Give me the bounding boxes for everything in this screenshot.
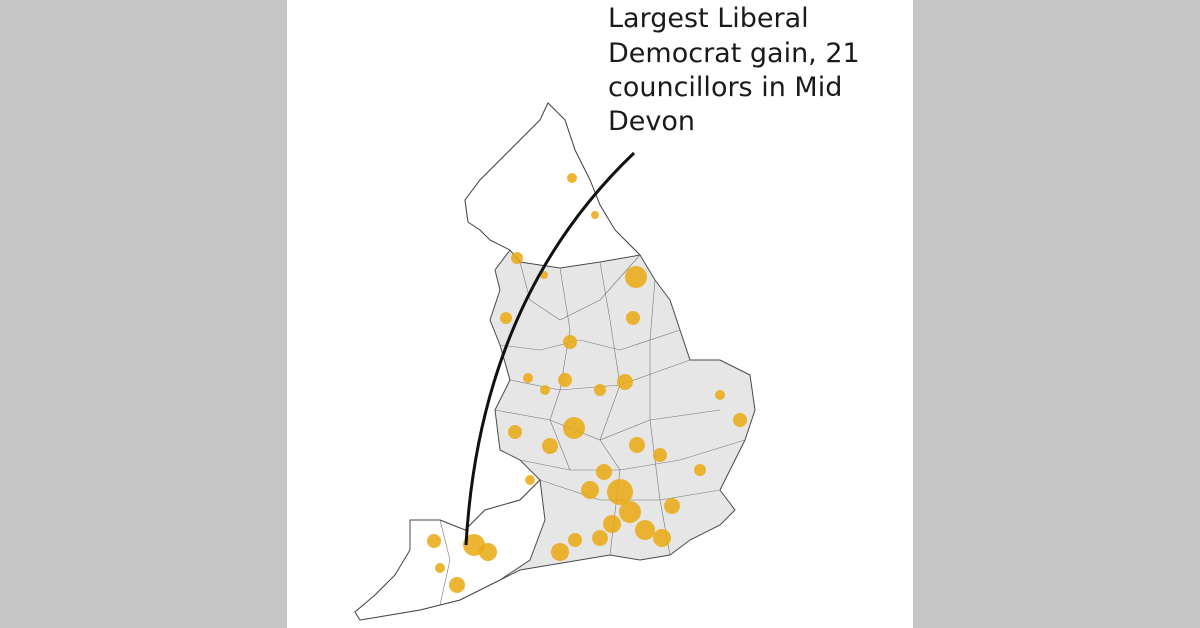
bubble [653, 529, 671, 547]
bubble [653, 448, 667, 462]
annotation-line: councillors in Mid [608, 72, 842, 103]
bubble [694, 464, 706, 476]
bubble [551, 543, 569, 561]
bubble [607, 479, 633, 505]
bubble [715, 390, 725, 400]
bubble [629, 437, 645, 453]
bubble [626, 311, 640, 325]
bubble [525, 475, 535, 485]
annotation: Largest Liberal Democrat gain, 21 counci… [608, 3, 860, 137]
bubble [568, 533, 582, 547]
southwest-region [354, 478, 546, 621]
bubble [563, 417, 585, 439]
bubble [567, 173, 577, 183]
bubble [594, 384, 606, 396]
bubble [733, 413, 747, 427]
bubble [540, 385, 550, 395]
bubble [449, 577, 465, 593]
bubble [591, 211, 599, 219]
district-borders [439, 254, 746, 606]
bubble [603, 515, 621, 533]
bubble [511, 252, 523, 264]
bubble [435, 563, 445, 573]
bubble [563, 335, 577, 349]
bubble [664, 498, 680, 514]
bubble [617, 374, 633, 390]
bubble [592, 530, 608, 546]
bubble [581, 481, 599, 499]
bubble [596, 464, 612, 480]
bubble [427, 534, 441, 548]
bubble [523, 373, 533, 383]
bubble [479, 543, 497, 561]
annotation-leader [464, 151, 636, 546]
bubble [619, 501, 641, 523]
bubble [635, 520, 655, 540]
bubble [558, 373, 572, 387]
bubble [508, 425, 522, 439]
bubble [542, 438, 558, 454]
bubble [500, 312, 512, 324]
annotation-line: Devon [608, 106, 695, 137]
annotation-line: Largest Liberal [608, 3, 809, 34]
bubble [625, 266, 647, 288]
annotation-line: Democrat gain, 21 [608, 38, 860, 69]
bubbles [427, 173, 747, 593]
